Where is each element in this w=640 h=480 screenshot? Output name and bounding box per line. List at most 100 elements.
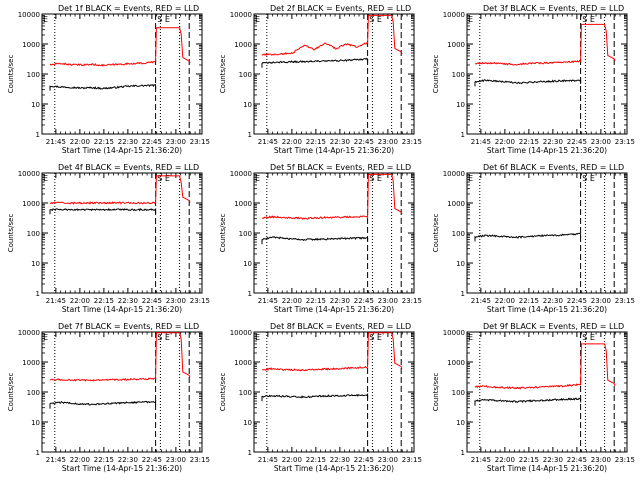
- y-axis-label: Counts/sec: [7, 55, 15, 94]
- x-tick-label: 23:15: [402, 138, 422, 146]
- detector-panel-3: Det 3f BLACK = Events, RED = LLD 1 10 100 10…: [432, 4, 635, 155]
- detector-panel-5: Det 5f BLACK = Events, RED = LLD 1 10 100 10…: [219, 163, 422, 314]
- series-lld-line: [262, 332, 403, 372]
- plot-frame: [41, 331, 203, 453]
- x-tick-label: 22:45: [567, 138, 587, 146]
- x-tick-label: 22:30: [330, 297, 350, 305]
- x-tick-label: 22:00: [70, 138, 90, 146]
- x-tick-label: 21:45: [471, 456, 491, 464]
- x-tick-label: 22:15: [94, 456, 114, 464]
- y-tick-label: 1: [36, 290, 40, 298]
- x-tick-label: 22:45: [354, 297, 374, 305]
- x-tick-label: 21:45: [46, 456, 66, 464]
- corner-mark-left: E: [468, 333, 473, 342]
- y-tick-label: 10000: [443, 11, 465, 19]
- plot-frame: [253, 13, 415, 135]
- panel-title: Det 9f BLACK = Events, RED = LLD: [483, 322, 624, 331]
- y-tick-label: 1000: [22, 359, 40, 367]
- series-lld-line: [261, 173, 403, 221]
- series-events-line: [474, 232, 582, 242]
- x-tick-label: 22:15: [519, 297, 539, 305]
- series-lld-line: [261, 14, 403, 56]
- y-tick-label: 10: [243, 260, 252, 268]
- x-tick-label: 22:15: [519, 456, 539, 464]
- x-tick-label: 22:00: [495, 456, 515, 464]
- y-tick-label: 100: [27, 71, 40, 79]
- y-axis-label: Counts/sec: [219, 373, 227, 412]
- y-axis-label: Counts/sec: [7, 373, 15, 412]
- detector-panel-9: Det 9f BLACK = Events, RED = LLD 1 10 100 10…: [432, 322, 635, 473]
- x-tick-label: 21:45: [258, 297, 278, 305]
- detector-panel-7: Det 7f BLACK = Events, RED = LLD 1 10 100 10…: [7, 322, 210, 473]
- y-tick-label: 10000: [443, 170, 465, 178]
- x-tick-label: 22:00: [70, 297, 90, 305]
- event-label: S E: [157, 174, 170, 183]
- y-tick-label: 10: [243, 101, 252, 109]
- y-tick-label: 1: [248, 131, 252, 139]
- y-tick-label: 10000: [443, 329, 465, 337]
- y-tick-label: 1000: [22, 41, 40, 49]
- x-tick-label: 22:00: [282, 456, 302, 464]
- x-tick-label: 22:15: [519, 138, 539, 146]
- y-tick-label: 1: [36, 131, 40, 139]
- y-tick-label: 1000: [234, 359, 252, 367]
- y-tick-label: 10000: [230, 11, 252, 19]
- x-tick-label: 22:45: [354, 138, 374, 146]
- x-tick-label: 22:30: [330, 456, 350, 464]
- x-tick-label: 23:00: [378, 138, 398, 146]
- y-tick-label: 1: [461, 449, 465, 457]
- corner-mark-left: E: [255, 15, 260, 24]
- series-events-line: [49, 207, 157, 215]
- x-tick-label: 22:00: [282, 297, 302, 305]
- x-tick-label: 23:00: [591, 297, 611, 305]
- y-axis-label: Counts/sec: [432, 214, 440, 253]
- panel-title: Det 6f BLACK = Events, RED = LLD: [483, 163, 624, 172]
- y-axis-label: Counts/sec: [432, 55, 440, 94]
- corner-mark-left: E: [468, 15, 473, 24]
- y-tick-label: 1: [36, 449, 40, 457]
- x-tick-label: 22:15: [306, 297, 326, 305]
- y-tick-label: 1: [248, 290, 252, 298]
- x-tick-label: 23:00: [378, 297, 398, 305]
- x-tick-label: 22:45: [567, 297, 587, 305]
- series-events-line: [49, 83, 157, 91]
- x-tick-label: 21:45: [258, 456, 278, 464]
- x-axis-label: Start Time (14-Apr-15 21:36:20): [274, 146, 394, 155]
- x-tick-label: 21:45: [471, 297, 491, 305]
- detector-panel-1: Det 1f BLACK = Events, RED = LLD 1 10 100 10…: [7, 4, 210, 155]
- detector-panel-6: Det 6f BLACK = Events, RED = LLD 1 10 100 10…: [432, 163, 635, 314]
- x-tick-label: 22:15: [306, 456, 326, 464]
- x-tick-label: 23:00: [591, 456, 611, 464]
- y-tick-label: 1000: [447, 41, 465, 49]
- series-events-line: [474, 79, 582, 87]
- y-tick-label: 1: [461, 290, 465, 298]
- x-axis-label: Start Time (14-Apr-15 21:36:20): [274, 464, 394, 473]
- y-tick-label: 10: [31, 419, 40, 427]
- plot-frame: [41, 172, 203, 294]
- series-events-line: [49, 399, 157, 409]
- y-tick-label: 100: [27, 230, 40, 238]
- plot-frame: [41, 13, 203, 135]
- x-tick-label: 23:00: [166, 456, 186, 464]
- y-axis-label: Counts/sec: [219, 214, 227, 253]
- x-tick-label: 23:00: [378, 456, 398, 464]
- x-tick-label: 23:15: [190, 297, 210, 305]
- series-events-line: [261, 392, 369, 402]
- corner-mark-left: E: [468, 174, 473, 183]
- panel-title: Det 4f BLACK = Events, RED = LLD: [58, 163, 199, 172]
- x-tick-label: 23:15: [402, 297, 422, 305]
- x-tick-label: 23:00: [166, 138, 186, 146]
- event-label: S E: [369, 174, 382, 183]
- event-label: S E: [582, 15, 595, 24]
- series-events-line: [261, 57, 369, 68]
- corner-mark-left: E: [43, 15, 48, 24]
- x-tick-label: 22:00: [495, 138, 515, 146]
- x-tick-label: 22:30: [543, 297, 563, 305]
- series-events-line: [261, 235, 369, 245]
- x-axis-label: Start Time (14-Apr-15 21:36:20): [62, 464, 182, 473]
- panel-title: Det 3f BLACK = Events, RED = LLD: [483, 4, 624, 13]
- x-tick-label: 21:45: [46, 297, 66, 305]
- x-tick-label: 22:30: [118, 138, 138, 146]
- event-label: S E: [157, 333, 170, 342]
- x-tick-label: 23:15: [615, 456, 635, 464]
